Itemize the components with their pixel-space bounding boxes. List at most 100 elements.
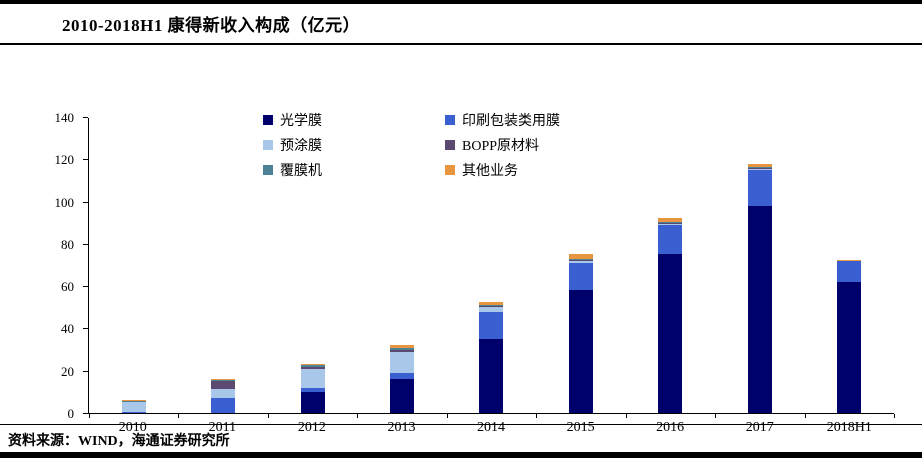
legend-item-BOPP原材料: BOPP原材料: [445, 135, 645, 155]
figure-header: 2010-2018H1 康得新收入构成（亿元）: [0, 4, 922, 45]
y-tick-mark: [83, 201, 88, 203]
bar-segment: [121, 401, 146, 403]
chart-legend: 光学膜 印刷包装类用膜 预涂膜 BOPP原材料 覆膜机 其他业务: [263, 110, 645, 180]
x-tick-mark: [267, 414, 269, 418]
bar-segment: [568, 262, 593, 291]
source-note: 资料来源：WIND，海通证券研究所: [8, 434, 230, 449]
bar-segment: [658, 254, 683, 413]
bar-segment: [479, 305, 504, 307]
y-tick-label: 100: [54, 194, 75, 210]
x-tick-label: 2017: [745, 420, 774, 435]
stacked-bar-chart: 光学膜 印刷包装类用膜 预涂膜 BOPP原材料 覆膜机 其他业务 0 20 40 60 80 100…: [0, 46, 922, 435]
bar-slot: [268, 118, 357, 413]
bar-segment: [211, 381, 236, 389]
bar-segment: [568, 260, 593, 263]
bar-segment: [568, 290, 593, 413]
bar-segment: [658, 217, 683, 223]
y-tick-label: 0: [67, 406, 75, 421]
bar-segment: [479, 306, 504, 308]
bar-segment: [568, 259, 593, 261]
bar-segment: [479, 311, 504, 339]
stacked-bar-2017: [747, 164, 772, 413]
figure-title: 2010-2018H1 康得新收入构成（亿元）: [62, 16, 361, 35]
bar-slot: [715, 118, 804, 413]
legend-label: 预涂膜: [280, 139, 322, 154]
bar-segment: [479, 302, 504, 306]
bar-segment: [390, 347, 415, 350]
legend-swatch: [263, 140, 273, 150]
footer-rule: [0, 424, 922, 425]
x-tick-label: 2014: [477, 420, 506, 435]
bar-segment: [300, 364, 325, 366]
plot-area: [88, 118, 895, 418]
y-tick-mark: [83, 243, 88, 245]
x-tick-mark: [178, 414, 180, 418]
legend-label: 覆膜机: [280, 164, 322, 179]
y-tick-mark: [83, 286, 88, 288]
legend-swatch: [263, 165, 273, 175]
bar-segment: [390, 372, 415, 380]
y-tick-mark: [83, 328, 88, 330]
bar-segment: [390, 349, 415, 352]
bar-segment: [390, 344, 415, 348]
bar-segment: [837, 259, 862, 261]
bar-segment: [390, 379, 415, 413]
y-axis: 0 20 40 60 80 100 120 140: [0, 110, 88, 421]
legend-swatch: [445, 165, 455, 175]
bar-segment: [568, 258, 593, 260]
stacked-bar-2013: [390, 344, 415, 413]
bar-segment: [121, 402, 146, 412]
x-tick-mark: [804, 414, 806, 418]
bar-slot: [536, 118, 625, 413]
stacked-bar-2018H1: [837, 259, 862, 413]
bar-segment: [658, 224, 683, 255]
bar-segment: [747, 205, 772, 413]
legend-item-光学膜: 光学膜: [263, 110, 445, 130]
y-tick-mark: [83, 413, 88, 414]
bar-segment: [300, 365, 325, 367]
x-tick-label: 2012: [297, 420, 326, 435]
bar-segment: [121, 411, 146, 413]
bar-segment: [121, 400, 146, 402]
bar-slot: [357, 118, 446, 413]
bar-slot: [178, 118, 267, 413]
bottom-rule: [0, 452, 922, 458]
y-tick-label: 80: [61, 236, 74, 252]
bar-segment: [300, 366, 325, 369]
x-tick-label: 2011: [208, 420, 237, 435]
bar-segment: [300, 391, 325, 413]
bar-segment: [300, 368, 325, 388]
bar-segment: [479, 307, 504, 312]
bar-segment: [658, 223, 683, 225]
legend-item-预涂膜: 预涂膜: [263, 135, 445, 155]
bar-slot: [89, 118, 178, 413]
y-tick-label: 140: [54, 110, 75, 125]
y-tick-label: 120: [54, 152, 75, 168]
legend-swatch: [263, 115, 273, 125]
bar-segment: [747, 167, 772, 169]
x-tick-mark: [625, 414, 627, 418]
bar-segment: [747, 169, 772, 206]
bar-segment: [568, 254, 593, 259]
bar-segment: [390, 351, 415, 373]
bar-segment: [747, 167, 772, 168]
bar-segment: [658, 222, 683, 223]
x-tick-label: 2016: [656, 420, 685, 435]
x-tick-label: 2013: [387, 420, 416, 435]
bar-segment: [837, 260, 862, 282]
y-tick-mark: [83, 117, 88, 118]
x-tick-label: 2018H1: [826, 420, 872, 435]
stacked-bar-2014: [479, 302, 504, 413]
x-tick-mark: [894, 414, 895, 418]
x-tick-label: 2015: [566, 420, 595, 435]
y-tick-mark: [83, 159, 88, 161]
bar-slot: [447, 118, 536, 413]
bar-segment: [747, 168, 772, 170]
legend-swatch: [445, 115, 455, 125]
bar-segment: [211, 398, 236, 413]
stacked-bar-2010: [121, 400, 146, 413]
x-tick-mark: [536, 414, 538, 418]
bar-slot: [805, 118, 894, 413]
stacked-bar-2012: [300, 364, 325, 413]
